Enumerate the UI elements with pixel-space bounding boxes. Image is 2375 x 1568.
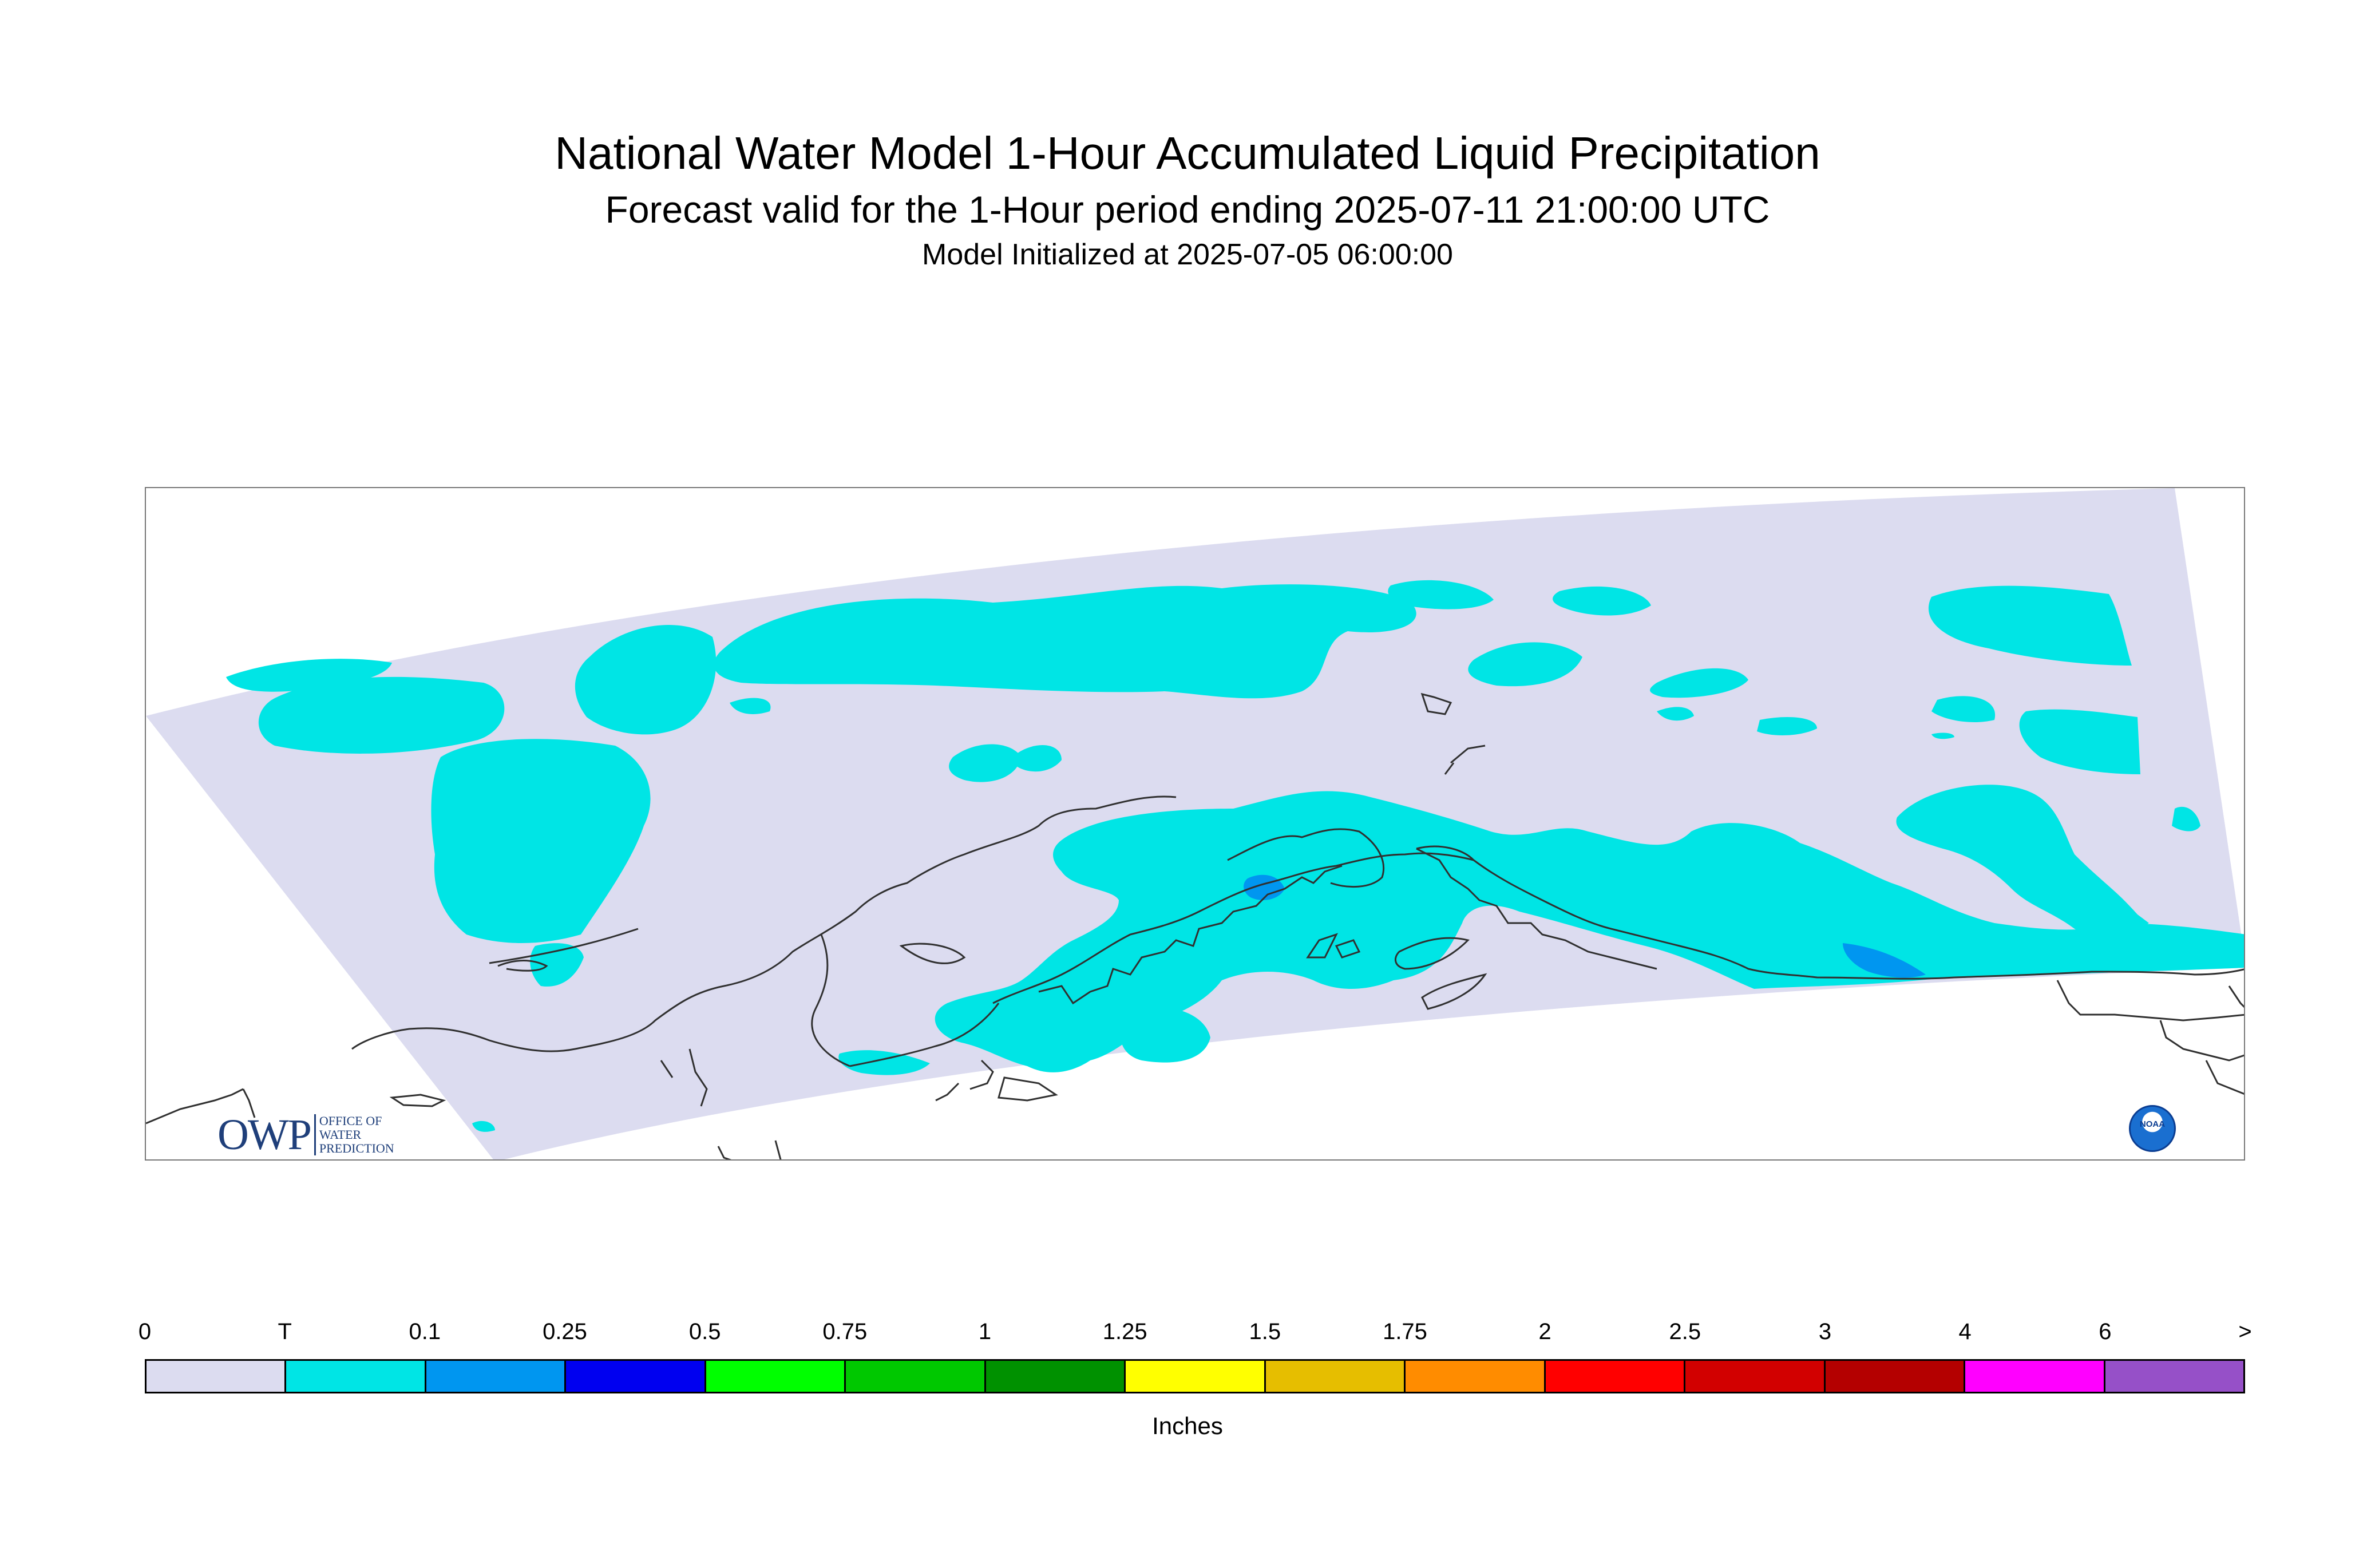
legend-tick-label: 0.75 bbox=[822, 1319, 868, 1344]
legend-tick-label: T bbox=[278, 1319, 292, 1344]
legend-tick-label: > bbox=[2238, 1319, 2252, 1344]
legend-swatch bbox=[2105, 1361, 2244, 1392]
legend-tick-label: 0.1 bbox=[409, 1319, 441, 1344]
map-title: National Water Model 1-Hour Accumulated … bbox=[555, 128, 1820, 179]
legend-swatch bbox=[147, 1361, 287, 1392]
legend-swatch bbox=[426, 1361, 567, 1392]
owp-logo-text: OFFICE OF WATER PREDICTION bbox=[314, 1114, 394, 1155]
owp-logo: OWP OFFICE OF WATER PREDICTION bbox=[217, 1113, 394, 1157]
legend-tick-label: 1.25 bbox=[1102, 1319, 1147, 1344]
legend-tick-label: 2 bbox=[1538, 1319, 1551, 1344]
legend-swatch bbox=[846, 1361, 986, 1392]
legend-tick-label: 1.5 bbox=[1249, 1319, 1281, 1344]
coastlines bbox=[146, 692, 2244, 1159]
legend-tick-label: 0.25 bbox=[543, 1319, 587, 1344]
legend-swatch bbox=[1685, 1361, 1826, 1392]
legend-tick-label: 4 bbox=[1958, 1319, 1972, 1344]
trace-precip-areas bbox=[226, 580, 2244, 1132]
legend-swatch bbox=[566, 1361, 706, 1392]
owp-logo-mark: OWP bbox=[217, 1111, 312, 1159]
legend-tick-label: 0 bbox=[138, 1319, 152, 1344]
legend-tick-label: 1.75 bbox=[1383, 1319, 1427, 1344]
legend-tick-labels: 0 T 0.1 0.25 0.5 0.75 1 1.25 1.5 1.75 2 2.5 3 4 6 > bbox=[138, 1319, 2252, 1348]
noaa-logo-text: NOAA bbox=[2139, 1119, 2166, 1129]
map-canvas bbox=[146, 488, 2244, 1159]
legend-tick-label: 1 bbox=[978, 1319, 992, 1344]
legend-swatch bbox=[1265, 1361, 1406, 1392]
model-init-subtitle: Model Initialized at 2025-07-05 06:00:00 bbox=[922, 238, 1453, 271]
legend-tick-label: 6 bbox=[2099, 1319, 2112, 1344]
precipitation-map: OWP OFFICE OF WATER PREDICTION NOAA bbox=[145, 487, 2245, 1161]
legend-units-label: Inches bbox=[1152, 1412, 1223, 1439]
legend-swatch bbox=[1545, 1361, 1686, 1392]
legend-swatch bbox=[286, 1361, 426, 1392]
legend-swatch bbox=[1825, 1361, 1966, 1392]
legend-tick-label: 3 bbox=[1818, 1319, 1832, 1344]
legend-tick-label: 2.5 bbox=[1669, 1319, 1701, 1344]
precip-color-legend bbox=[145, 1359, 2245, 1393]
legend-swatch bbox=[1126, 1361, 1266, 1392]
legend-swatch bbox=[1406, 1361, 1546, 1392]
noaa-logo: NOAA bbox=[2129, 1105, 2176, 1152]
legend-swatch bbox=[1965, 1361, 2105, 1392]
forecast-valid-subtitle: Forecast valid for the 1-Hour period end… bbox=[605, 188, 1770, 231]
legend-tick-label: 0.5 bbox=[688, 1319, 721, 1344]
legend-swatch bbox=[985, 1361, 1126, 1392]
legend-swatch bbox=[706, 1361, 846, 1392]
